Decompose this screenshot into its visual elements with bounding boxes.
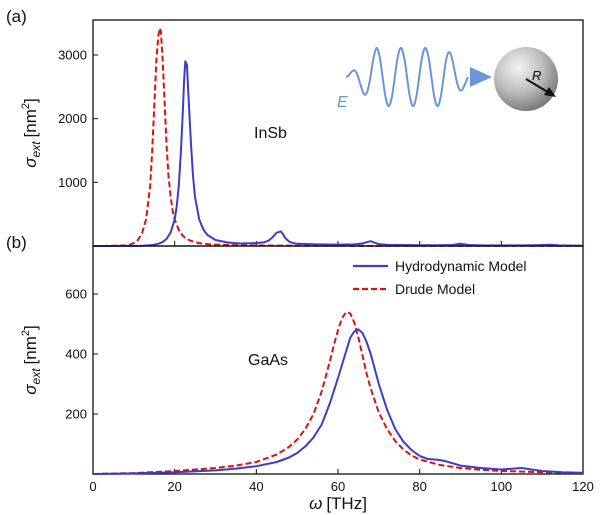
gaas-annotation: GaAs [248,352,288,369]
panel-b-ylabel: σext[nm2] [20,325,43,394]
wave-arrow-icon [470,67,492,87]
inset-schematic: E R [337,46,558,111]
panel-a-ytick-label: 3000 [58,48,87,63]
panel-b-series [92,311,584,475]
panel-b-ytick-label: 600 [65,287,87,302]
panel-a: (a) InSb σext[nm2] 1000 2000 3000 E R [6,7,584,247]
x-tick-label: 0 [89,479,96,494]
panel-a-series [92,27,584,247]
radius-arrowhead-icon [544,87,556,97]
panel-a-ylabel: σext[nm2] [20,98,43,167]
panel-a-ytick-label: 1000 [58,175,87,190]
drude-model-line-a [92,27,583,247]
panel-b-label: (b) [6,233,27,252]
radius-label: R [532,68,541,83]
panel-b-ytick-label: 400 [65,347,87,362]
legend-hydro-label: Hydrodynamic Model [395,258,527,274]
x-tick-label: 80 [412,479,426,494]
panel-b-ticks: 200 400 600 0 20 40 60 80 100 120 [65,287,594,495]
panel-b-frame [92,245,584,475]
drude-model-line-b [92,311,584,475]
hydrodynamic-model-line-b [92,328,584,475]
x-tick-label: 20 [167,479,181,494]
x-tick-label: 40 [249,479,263,494]
x-tick-label: 120 [572,479,594,494]
panel-b-ytick-label: 200 [65,407,87,422]
hydrodynamic-model-line-a [93,60,584,247]
x-tick-label: 60 [331,479,345,494]
legend-drude-label: Drude Model [395,281,475,297]
insb-annotation: InSb [254,125,287,142]
panel-b: (b) GaAs σext[nm2] ω [THz] 200 400 600 0 20 40… [6,233,594,513]
legend: Hydrodynamic Model Drude Model [353,258,527,297]
wave-icon [345,46,469,108]
x-axis-label: ω [THz] [309,494,367,513]
panel-a-label: (a) [6,7,27,26]
field-label: E [337,94,348,111]
panel-a-ytick-label: 2000 [58,111,87,126]
x-tick-label: 100 [490,479,512,494]
